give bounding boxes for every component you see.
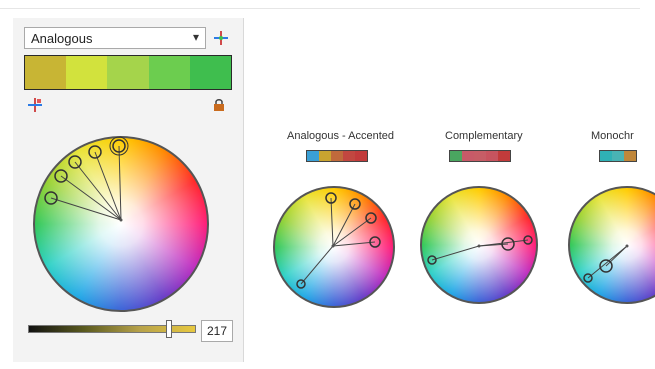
harmony-line (587, 245, 628, 279)
preview-swatch[interactable] (331, 151, 343, 161)
brightness-slider[interactable] (28, 325, 196, 333)
swatch[interactable] (107, 56, 149, 89)
preview-swatch[interactable] (486, 151, 498, 161)
preview-swatch[interactable] (624, 151, 636, 161)
harmony-line (300, 245, 334, 285)
harmony-swatches[interactable] (24, 55, 232, 90)
harmony-line (431, 245, 480, 261)
harmony-handle[interactable] (583, 273, 593, 283)
harmony-handle[interactable] (68, 155, 82, 169)
harmony-handle[interactable] (349, 198, 361, 210)
preview-swatch[interactable] (355, 151, 367, 161)
harmony-handle[interactable] (365, 212, 377, 224)
harmony-line (60, 175, 122, 221)
harmony-handle[interactable] (599, 259, 613, 273)
color-wheel[interactable] (33, 136, 209, 312)
preview-swatches-monochrome[interactable] (599, 150, 637, 162)
preview-swatch[interactable] (498, 151, 510, 161)
swatch[interactable] (25, 56, 67, 89)
preview-wheel-analogous-accented-overlay (296, 192, 381, 289)
harmony-handle[interactable] (427, 255, 437, 265)
harmony-line (478, 239, 529, 247)
preview-swatch[interactable] (600, 151, 612, 161)
harmony-handle[interactable] (44, 191, 58, 205)
preview-wheel-complementary-overlay (427, 235, 533, 265)
preview-title-analogous-accented: Analogous - Accented (287, 130, 395, 142)
preview-swatch[interactable] (474, 151, 486, 161)
swatch[interactable] (189, 56, 232, 89)
harmony-line (118, 145, 122, 221)
harmony-select-value: Analogous (31, 31, 93, 46)
lock-icon[interactable] (212, 98, 226, 112)
preview-title-complementary: Complementary (445, 130, 523, 142)
color-tool-icon[interactable] (28, 98, 42, 112)
wheel-center (477, 244, 481, 248)
harmony-handle[interactable] (88, 145, 102, 159)
preview-swatches-complementary[interactable] (449, 150, 511, 162)
harmony-handle[interactable] (325, 192, 337, 204)
harmony-line (332, 241, 376, 247)
harmony-handle[interactable] (296, 279, 306, 289)
harmony-icon[interactable] (213, 30, 229, 46)
chevron-down-icon[interactable]: ▾ (192, 30, 199, 44)
preview-swatch[interactable] (612, 151, 624, 161)
top-divider (0, 8, 640, 9)
brightness-slider-handle[interactable] (166, 320, 172, 338)
preview-swatch[interactable] (307, 151, 319, 161)
harmony-line (332, 203, 356, 247)
preview-title-monochrome: Monochr (591, 130, 634, 142)
harmony-handle[interactable] (523, 235, 533, 245)
preview-swatch[interactable] (462, 151, 474, 161)
wheel-center (331, 244, 335, 248)
swatch[interactable] (66, 56, 108, 89)
harmony-handle[interactable] (369, 236, 381, 248)
harmony-handle-outline[interactable] (109, 136, 129, 156)
harmony-handle[interactable] (112, 139, 126, 153)
harmony-line (332, 217, 372, 247)
swatch[interactable] (148, 56, 190, 89)
harmony-select[interactable]: Analogous ▾ (24, 27, 206, 49)
preview-wheel-monochrome[interactable] (568, 186, 655, 304)
preview-swatch[interactable] (450, 151, 462, 161)
harmony-line (74, 161, 122, 221)
top-strip (0, 0, 655, 12)
harmony-line (50, 197, 122, 221)
preview-wheel-monochrome-overlay (583, 244, 629, 283)
harmony-line (94, 151, 122, 221)
wheel-center (119, 218, 123, 222)
preview-swatches-analogous-accented[interactable] (306, 150, 368, 162)
preview-swatch[interactable] (343, 151, 355, 161)
wheel-overlay (44, 136, 129, 222)
brightness-value[interactable]: 217 (201, 320, 233, 342)
harmony-handle[interactable] (501, 237, 515, 251)
wheel-center (625, 244, 629, 248)
harmony-line (330, 197, 334, 247)
harmony-handle[interactable] (54, 169, 68, 183)
preview-swatch[interactable] (319, 151, 331, 161)
